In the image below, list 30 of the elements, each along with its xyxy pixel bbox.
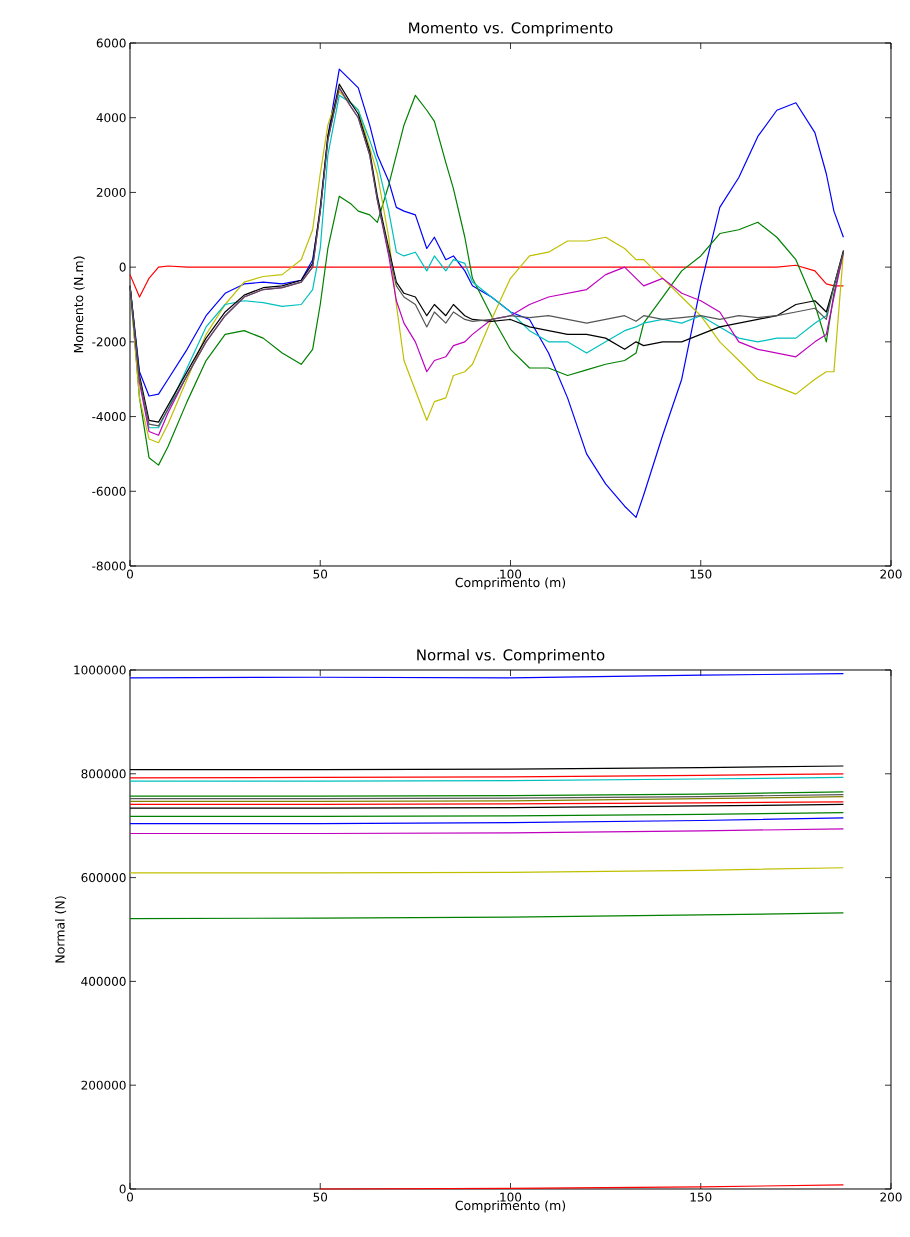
x-tick-label: 150 bbox=[690, 1192, 712, 1202]
y-tick-label: 400000 bbox=[81, 976, 126, 986]
y-tick-label: 1000000 bbox=[74, 665, 126, 675]
x-tick-label: 0 bbox=[126, 1192, 134, 1202]
y-tick-label: 0 bbox=[119, 262, 126, 272]
chart-title: Momento vs. Comprimento bbox=[409, 21, 613, 37]
y-tick-label: 2000 bbox=[96, 187, 126, 197]
y-axis-title: Momento (N.m) bbox=[73, 256, 85, 353]
y-tick-label: -4000 bbox=[92, 412, 126, 422]
y-axis-title: Normal (N) bbox=[55, 896, 67, 963]
x-tick-label: 100 bbox=[500, 569, 522, 579]
y-tick-label: 800000 bbox=[81, 769, 126, 779]
y-tick-label: -6000 bbox=[92, 486, 126, 496]
chart-title: Normal vs. Comprimento bbox=[417, 648, 605, 664]
y-tick-label: 6000 bbox=[96, 38, 126, 48]
x-axis-title: Comprimento (m) bbox=[455, 577, 566, 590]
y-tick-label: -8000 bbox=[92, 561, 126, 571]
y-tick-label: -2000 bbox=[92, 337, 126, 347]
y-tick-label: 0 bbox=[119, 1184, 126, 1194]
x-tick-label: 200 bbox=[880, 1192, 902, 1202]
x-axis-title: Comprimento (m) bbox=[455, 1200, 566, 1213]
y-tick-label: 600000 bbox=[81, 873, 126, 883]
x-tick-label: 150 bbox=[690, 569, 712, 579]
y-tick-label: 200000 bbox=[81, 1080, 126, 1090]
x-tick-label: 100 bbox=[500, 1192, 522, 1202]
x-tick-label: 50 bbox=[313, 569, 328, 579]
x-tick-label: 200 bbox=[880, 569, 902, 579]
x-tick-label: 50 bbox=[313, 1192, 328, 1202]
x-tick-label: 0 bbox=[126, 569, 134, 579]
y-tick-label: 4000 bbox=[96, 113, 126, 123]
